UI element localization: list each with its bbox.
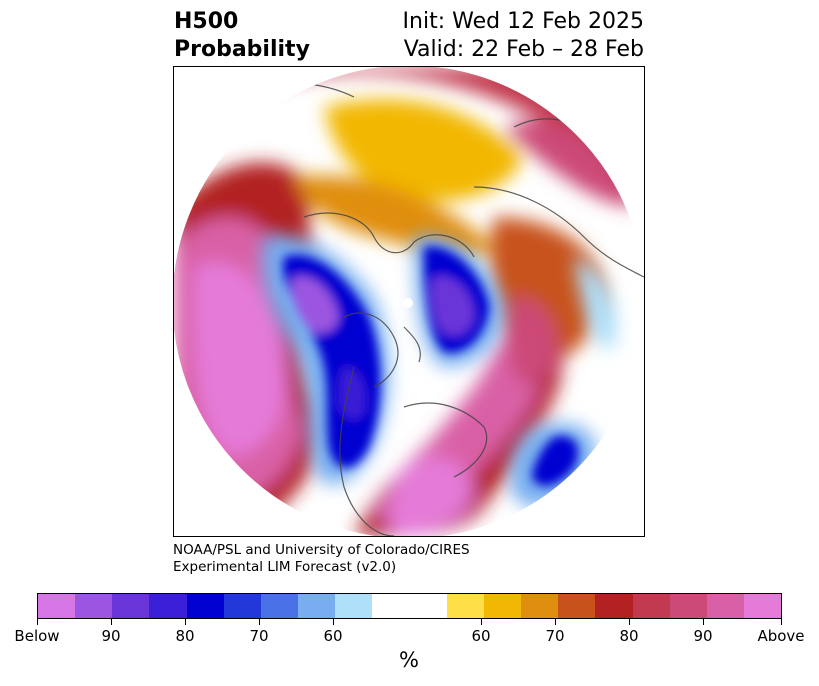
colorbar-unit: % xyxy=(399,648,419,672)
init-date: Init: Wed 12 Feb 2025 xyxy=(402,9,644,34)
colorbar-tick-label: Below xyxy=(14,627,60,645)
colorbar-swatch xyxy=(38,594,76,618)
colorbar-tick-label: 80 xyxy=(175,627,195,645)
colorbar-swatch xyxy=(223,594,261,618)
colorbar-swatch xyxy=(298,594,336,618)
colorbar-tick-label: Above xyxy=(757,627,805,645)
colorbar-swatch xyxy=(669,594,707,618)
colorbar-tick-label: 60 xyxy=(471,627,491,645)
credit-text: NOAA/PSL and University of Colorado/CIRE… xyxy=(173,542,470,576)
colorbar-tick xyxy=(629,619,630,625)
colorbar-swatch xyxy=(335,594,373,618)
variable-subtitle: Probability xyxy=(174,37,310,62)
colorbar-tick-label: 80 xyxy=(619,627,639,645)
title-block-right: Init: Wed 12 Feb 2025 Valid: 22 Feb – 28… xyxy=(403,8,644,64)
colorbar-swatch xyxy=(558,594,596,618)
colorbar-swatch xyxy=(112,594,150,618)
colorbar-swatch xyxy=(483,594,522,618)
colorbar-tick-label: 60 xyxy=(323,627,343,645)
colorbar-swatch xyxy=(521,594,559,618)
colorbar-swatch xyxy=(409,594,447,618)
colorbar-tick xyxy=(259,619,260,625)
colorbar-swatch xyxy=(372,594,410,618)
forecast-map xyxy=(173,66,645,537)
colorbar-swatch xyxy=(260,594,299,618)
colorbar-swatch xyxy=(149,594,187,618)
colorbar-tick-label: 90 xyxy=(101,627,121,645)
colorbar-tick xyxy=(111,619,112,625)
colorbar-swatch xyxy=(186,594,224,618)
credit-line-1: NOAA/PSL and University of Colorado/CIRE… xyxy=(173,542,470,558)
colorbar-tick xyxy=(781,619,782,625)
colorbar-tick xyxy=(333,619,334,625)
map-canvas xyxy=(174,67,644,536)
colorbar-swatch xyxy=(446,594,484,618)
colorbar-tick-label: 70 xyxy=(545,627,565,645)
valid-range: Valid: 22 Feb – 28 Feb xyxy=(403,37,644,62)
variable-title: H500 xyxy=(174,9,239,34)
probability-field xyxy=(174,67,644,536)
colorbar-tick xyxy=(703,619,704,625)
colorbar-swatch xyxy=(595,594,633,618)
title-block-left: H500 Probability xyxy=(174,8,310,64)
colorbar-tick-label: 70 xyxy=(249,627,269,645)
credit-line-2: Experimental LIM Forecast (v2.0) xyxy=(173,559,397,575)
pole-marker xyxy=(403,298,413,308)
colorbar-tick xyxy=(481,619,482,625)
colorbar-swatch xyxy=(632,594,670,618)
colorbar-tick xyxy=(37,619,38,625)
colorbar-tick-label: 90 xyxy=(693,627,713,645)
colorbar-swatch xyxy=(706,594,744,618)
colorbar-tick xyxy=(555,619,556,625)
colorbar-tick xyxy=(185,619,186,625)
colorbar xyxy=(37,593,782,619)
colorbar-swatch xyxy=(743,594,782,618)
colorbar-swatch xyxy=(75,594,113,618)
